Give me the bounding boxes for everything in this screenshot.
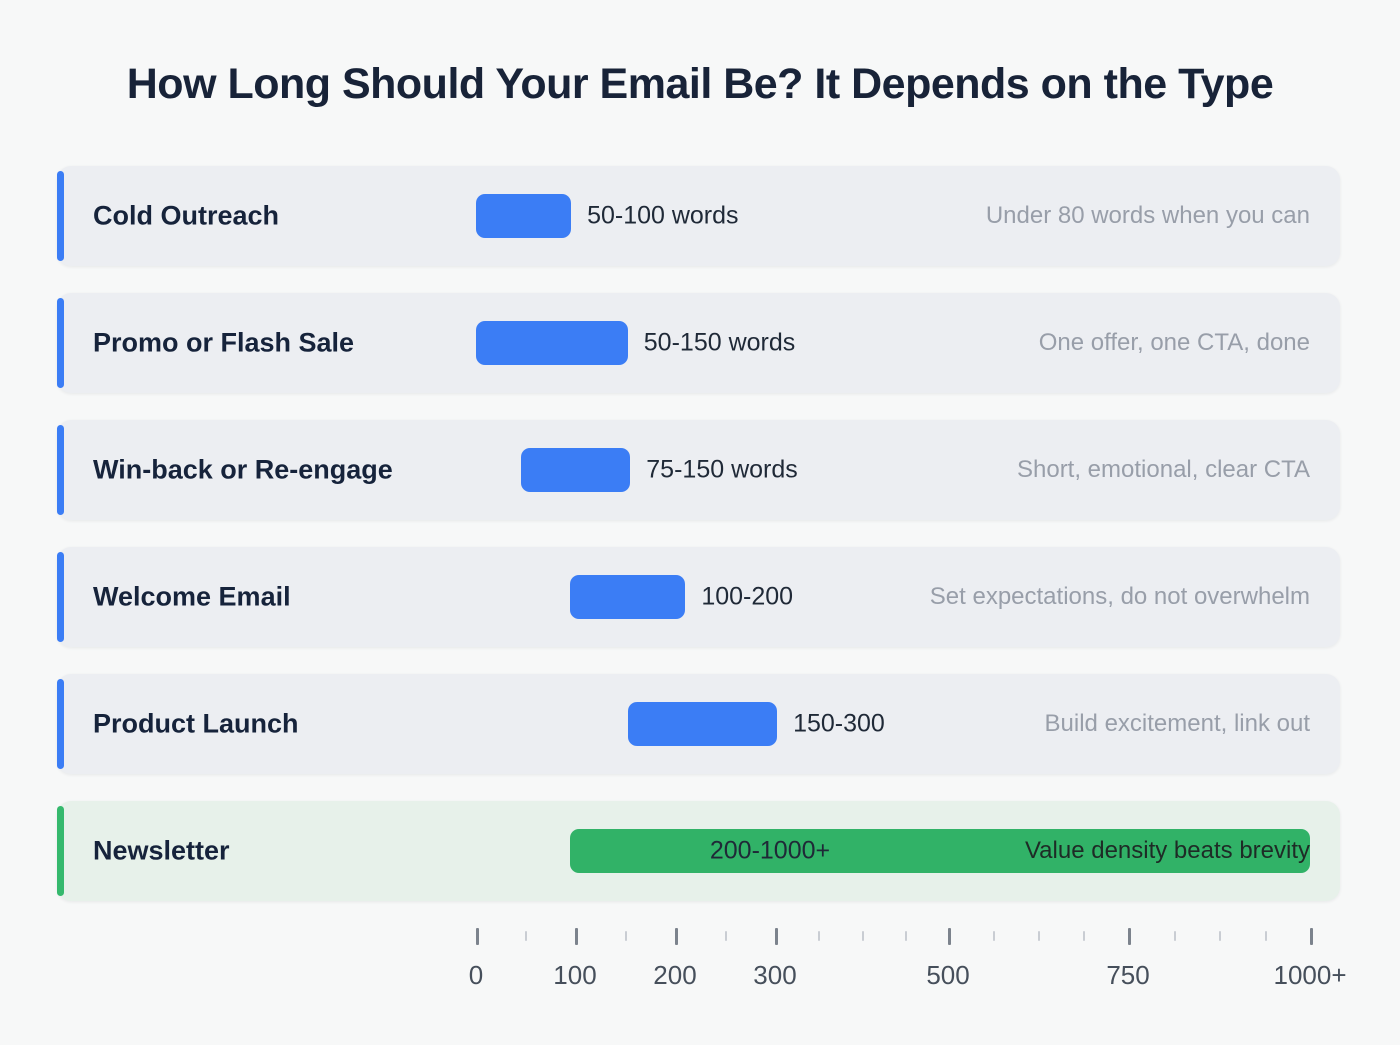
word-count-bar: [570, 828, 1310, 873]
email-type-rows: Cold Outreach 50-100 words Under 80 word…: [57, 165, 1340, 901]
bar-plot-area: 150-300 Build excitement, link out: [476, 674, 1310, 774]
axis-minor-tick: [1219, 930, 1221, 941]
word-count-bar: [521, 447, 631, 492]
word-range-label: 200-1000+: [709, 836, 831, 865]
email-type-card: Welcome Email 100-200 Set expectations, …: [57, 546, 1340, 647]
axis-tick-label: 500: [926, 959, 970, 990]
email-type-card: Win-back or Re-engage 75-150 words Short…: [57, 419, 1340, 520]
card-accent-bar: [57, 805, 64, 896]
word-count-bar: [476, 193, 572, 238]
word-count-bar: [570, 574, 686, 619]
card-accent-bar: [57, 297, 64, 388]
email-type-card: Cold Outreach 50-100 words Under 80 word…: [57, 165, 1340, 266]
card-accent-bar: [57, 170, 64, 261]
axis-minor-tick: [624, 930, 627, 941]
axis-minor-tick: [1264, 930, 1267, 941]
axis-minor-tick: [525, 930, 528, 941]
axis-minor-tick: [818, 930, 821, 941]
axis-minor-tick: [993, 930, 996, 941]
guidance-note: Short, emotional, clear CTA: [1016, 455, 1310, 483]
word-count-bar: [476, 320, 628, 365]
axis-major-tick: [1310, 927, 1313, 945]
bar-plot-area: 100-200 Set expectations, do not overwhe…: [476, 547, 1310, 647]
card-accent-bar: [57, 424, 64, 515]
bar-plot-area: 200-1000+ Value density beats brevity: [476, 801, 1310, 901]
word-range-label: 150-300: [793, 709, 885, 738]
email-type-label: Promo or Flash Sale: [93, 327, 355, 358]
email-type-card: Newsletter 200-1000+ Value density beats…: [57, 800, 1340, 901]
email-type-label: Newsletter: [93, 835, 230, 866]
axis-minor-tick: [861, 930, 864, 941]
bar-plot-area: 75-150 words Short, emotional, clear CTA: [476, 420, 1310, 520]
axis-tick-label: 1000+: [1273, 959, 1347, 990]
guidance-note: Under 80 words when you can: [985, 201, 1310, 229]
axis-minor-tick: [1083, 930, 1086, 941]
axis-major-tick: [574, 927, 578, 945]
guidance-note: Build excitement, link out: [1044, 709, 1310, 737]
axis-minor-tick: [1038, 930, 1041, 941]
axis-tick-label: 200: [653, 959, 697, 990]
word-range-label: 50-100 words: [587, 201, 739, 230]
word-count-bar: [627, 701, 778, 746]
guidance-note: Value density beats brevity: [1024, 836, 1310, 864]
word-range-label: 75-150 words: [646, 455, 798, 484]
email-type-label: Win-back or Re-engage: [93, 454, 393, 485]
axis-tick-label: 750: [1106, 959, 1150, 990]
axis-ticks: [476, 927, 1313, 946]
axis-major-tick: [1128, 927, 1132, 945]
card-accent-bar: [57, 678, 64, 769]
word-range-label: 100-200: [701, 582, 794, 611]
email-type-label: Cold Outreach: [93, 200, 280, 231]
axis-minor-tick: [904, 930, 907, 941]
email-type-label: Welcome Email: [93, 581, 291, 612]
axis-tick-label: 100: [553, 959, 597, 990]
bar-plot-area: 50-150 words One offer, one CTA, done: [476, 293, 1310, 393]
axis-tick-label: 300: [753, 959, 797, 990]
guidance-note: Set expectations, do not overwhelm: [929, 582, 1310, 610]
axis-tick-labels: 0 100 200 300 500 750 1000+: [469, 959, 1347, 1000]
axis-major-tick: [476, 927, 479, 945]
email-type-card: Product Launch 150-300 Build excitement,…: [57, 673, 1340, 774]
bar-plot-area: 50-100 words Under 80 words when you can: [476, 166, 1310, 266]
axis-tick-label: 0: [468, 959, 484, 990]
page-title: How Long Should Your Email Be? It Depend…: [126, 60, 1274, 108]
email-type-card: Promo or Flash Sale 50-150 words One off…: [57, 292, 1340, 393]
axis-major-tick: [774, 927, 778, 945]
email-type-label: Product Launch: [93, 708, 299, 739]
card-accent-bar: [57, 551, 64, 642]
x-axis: 0 100 200 300 500 750 1000+: [469, 927, 1347, 1018]
word-range-label: 50-150 words: [643, 328, 796, 357]
axis-major-tick: [948, 927, 952, 945]
guidance-note: One offer, one CTA, done: [1038, 328, 1310, 356]
axis-minor-tick: [1173, 930, 1176, 941]
axis-minor-tick: [724, 930, 727, 941]
axis-major-tick: [674, 927, 678, 945]
